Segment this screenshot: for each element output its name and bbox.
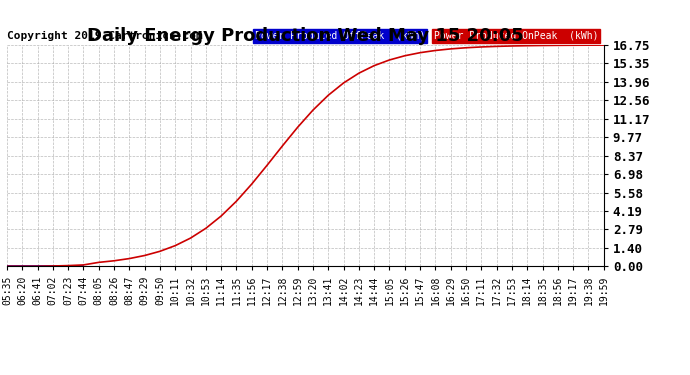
Text: Power Produced OnPeak  (kWh): Power Produced OnPeak (kWh)	[433, 31, 598, 40]
Title: Daily Energy Production Wed May 15 20:05: Daily Energy Production Wed May 15 20:05	[87, 27, 524, 45]
Text: Copyright 2019 Cartronics.com: Copyright 2019 Cartronics.com	[7, 30, 203, 40]
Text: Power Produced OffPeak  (kWh): Power Produced OffPeak (kWh)	[255, 31, 425, 40]
